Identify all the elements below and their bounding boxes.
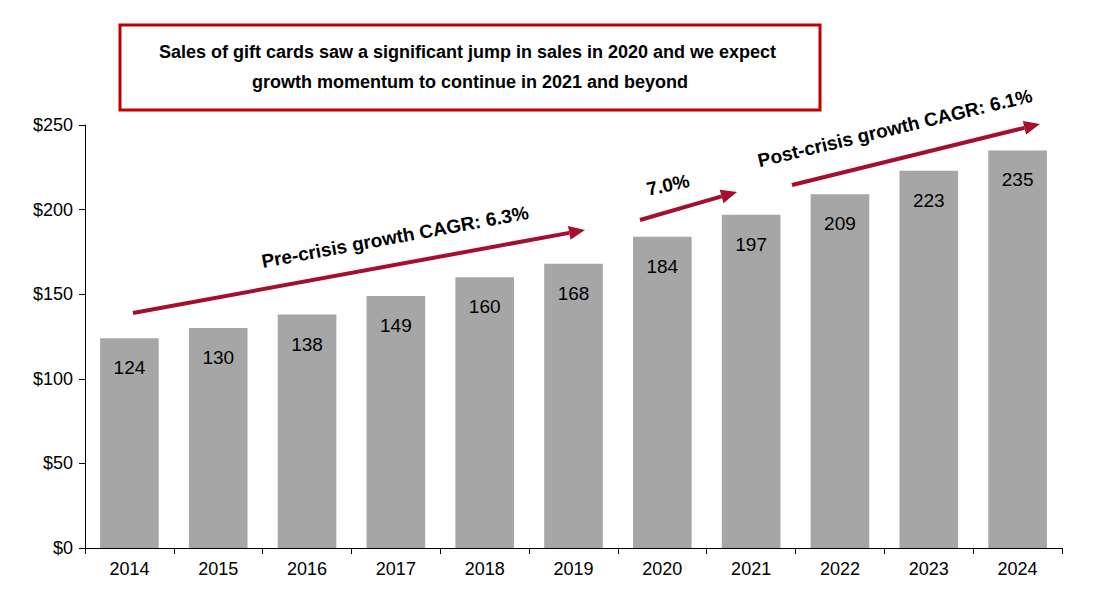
svg-text:Pre-crisis growth CAGR: 6.3%: Pre-crisis growth CAGR: 6.3% [260, 202, 531, 272]
svg-text:2021: 2021 [731, 559, 771, 579]
svg-text:209: 209 [824, 213, 856, 234]
svg-text:$50: $50 [43, 453, 73, 473]
svg-text:2014: 2014 [109, 559, 149, 579]
svg-text:168: 168 [558, 283, 590, 304]
svg-text:2015: 2015 [198, 559, 238, 579]
svg-text:$200: $200 [33, 200, 73, 220]
svg-text:growth momentum to continue in: growth momentum to continue in 2021 and … [252, 72, 688, 92]
svg-text:2023: 2023 [909, 559, 949, 579]
svg-text:$150: $150 [33, 284, 73, 304]
svg-text:138: 138 [291, 334, 323, 355]
svg-text:$100: $100 [33, 369, 73, 389]
svg-text:$250: $250 [33, 115, 73, 135]
svg-text:7.0%: 7.0% [645, 170, 692, 200]
svg-text:2017: 2017 [376, 559, 416, 579]
svg-text:Post-crisis growth CAGR: 6.1%: Post-crisis growth CAGR: 6.1% [756, 85, 1035, 171]
svg-text:149: 149 [380, 315, 412, 336]
svg-text:160: 160 [469, 296, 501, 317]
svg-text:2018: 2018 [465, 559, 505, 579]
svg-text:2016: 2016 [287, 559, 327, 579]
svg-text:$0: $0 [53, 538, 73, 558]
svg-text:124: 124 [114, 357, 146, 378]
svg-text:Sales of gift cards saw a sign: Sales of gift cards saw a significant ju… [159, 42, 781, 62]
svg-text:2024: 2024 [998, 559, 1038, 579]
svg-text:197: 197 [735, 234, 767, 255]
svg-text:184: 184 [646, 256, 678, 277]
svg-text:130: 130 [202, 347, 234, 368]
svg-text:2019: 2019 [553, 559, 593, 579]
svg-text:2020: 2020 [642, 559, 682, 579]
svg-text:2022: 2022 [820, 559, 860, 579]
svg-text:223: 223 [913, 190, 945, 211]
svg-text:235: 235 [1002, 169, 1034, 190]
